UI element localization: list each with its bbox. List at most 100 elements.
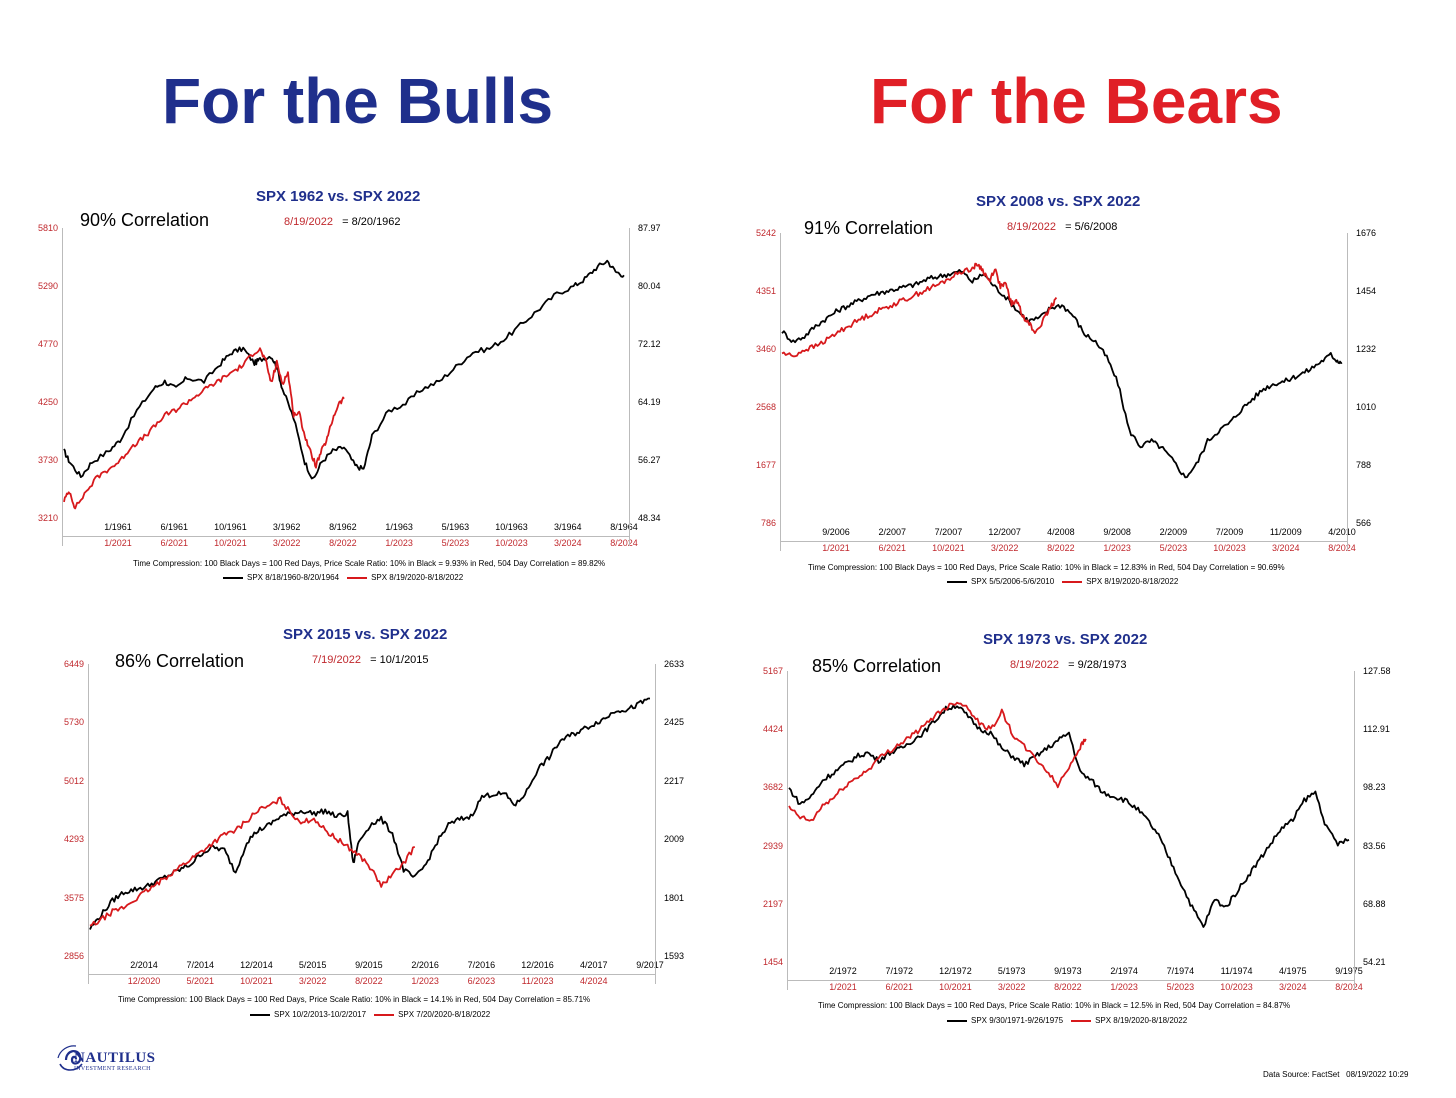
x-axis-tick-black: 7/2016 bbox=[467, 960, 496, 970]
correlation-label: 85% Correlation bbox=[812, 656, 942, 676]
x-axis-tick-black: 7/2007 bbox=[934, 527, 963, 537]
x-axis-tick-black: 12/1972 bbox=[939, 966, 972, 976]
date-match-black: = 9/28/1973 bbox=[1065, 659, 1127, 671]
x-axis-tick-red: 6/2023 bbox=[467, 976, 496, 986]
correlation-label: 91% Correlation bbox=[804, 218, 934, 238]
date-match-red: 8/19/2022 bbox=[1010, 659, 1059, 671]
x-axis-tick-black: 2/2014 bbox=[130, 960, 158, 970]
legend-label: SPX 8/19/2020-8/18/2022 bbox=[1095, 1016, 1188, 1025]
legend-label: SPX 8/19/2020-8/18/2022 bbox=[1086, 577, 1179, 586]
left-axis-tick: 5290 bbox=[37, 281, 58, 291]
left-axis-tick: 6449 bbox=[63, 659, 84, 669]
chart-title: SPX 2015 vs. SPX 2022 bbox=[283, 626, 448, 643]
legend-label: SPX 10/2/2013-10/2/2017 bbox=[274, 1010, 367, 1019]
left-axis-tick: 1677 bbox=[755, 460, 776, 470]
x-axis-tick-red: 5/2021 bbox=[186, 976, 214, 986]
x-axis-tick-black: 6/1961 bbox=[160, 522, 188, 532]
left-axis-tick: 5012 bbox=[63, 775, 84, 786]
date-match-black: = 8/20/1962 bbox=[339, 216, 401, 228]
legend-swatch bbox=[947, 580, 967, 583]
right-axis-tick: 2425 bbox=[664, 717, 685, 728]
right-axis-tick: 98.23 bbox=[1363, 782, 1386, 793]
x-axis-tick-red: 11/2023 bbox=[521, 976, 554, 986]
left-axis-tick: 5167 bbox=[762, 666, 783, 676]
x-axis-tick-red: 3/2022 bbox=[272, 538, 301, 548]
x-axis-tick-red: 12/2020 bbox=[127, 976, 161, 986]
left-axis-tick: 1454 bbox=[762, 957, 783, 967]
bulls-heading: For the Bulls bbox=[162, 65, 554, 137]
x-axis-tick-red: 3/2022 bbox=[990, 543, 1019, 553]
date-match-red: 7/19/2022 bbox=[312, 654, 361, 666]
left-axis-tick: 5242 bbox=[755, 228, 776, 238]
legend-label: SPX 7/20/2020-8/18/2022 bbox=[398, 1010, 491, 1019]
date-match-black: = 5/6/2008 bbox=[1062, 221, 1118, 233]
right-axis-tick: 112.91 bbox=[1363, 724, 1390, 735]
x-axis-tick-black: 4/2008 bbox=[1047, 527, 1075, 537]
right-axis-tick: 54.21 bbox=[1363, 957, 1386, 967]
legend-swatch bbox=[250, 1013, 270, 1016]
right-axis-tick: 1232 bbox=[1356, 344, 1377, 354]
x-axis-tick-red: 3/2024 bbox=[1272, 543, 1300, 553]
x-axis-tick-red: 10/2021 bbox=[214, 538, 247, 548]
left-axis-tick: 5730 bbox=[63, 717, 84, 728]
date-match: 8/19/2022 = 8/20/1962 bbox=[284, 216, 401, 228]
x-axis-tick-red: 8/2022 bbox=[1047, 543, 1075, 553]
chart-legend: SPX 9/30/1971-9/26/1975 SPX 8/19/2020-8/1… bbox=[939, 1016, 1187, 1025]
source-datetime: 08/19/2022 10:29 bbox=[1346, 1070, 1409, 1079]
x-axis-tick-black: 10/1963 bbox=[495, 522, 528, 532]
right-axis-tick: 56.27 bbox=[638, 455, 661, 465]
date-match-red: 8/19/2022 bbox=[1007, 221, 1056, 233]
series-line-red bbox=[781, 262, 1058, 358]
right-axis-tick: 64.19 bbox=[638, 397, 661, 407]
chart-title: SPX 1973 vs. SPX 2022 bbox=[983, 631, 1148, 648]
right-axis-tick: 2009 bbox=[664, 834, 685, 845]
x-axis-tick-black: 1/1961 bbox=[104, 522, 132, 532]
left-axis-tick: 3460 bbox=[755, 344, 776, 354]
x-axis-tick-red: 1/2023 bbox=[411, 976, 439, 986]
x-axis-tick-red: 3/2024 bbox=[554, 538, 582, 548]
logo-text: NAUTILUS bbox=[74, 1050, 156, 1066]
x-axis-tick-black: 7/2014 bbox=[186, 960, 214, 970]
left-axis-tick: 4770 bbox=[37, 339, 58, 349]
left-axis-tick: 3682 bbox=[762, 782, 783, 793]
x-axis-tick-black: 9/2017 bbox=[636, 960, 664, 970]
chart-title: SPX 2008 vs. SPX 2022 bbox=[976, 193, 1141, 210]
right-axis-tick: 1593 bbox=[664, 951, 685, 961]
x-axis-tick-black: 10/1961 bbox=[214, 522, 247, 532]
series-line-black bbox=[781, 269, 1343, 479]
plot-frame bbox=[780, 233, 1348, 551]
x-axis-tick-red: 3/2024 bbox=[1279, 982, 1307, 992]
left-axis-tick: 4424 bbox=[762, 724, 783, 735]
series-line-red bbox=[89, 796, 416, 927]
left-axis-tick: 4351 bbox=[755, 286, 776, 296]
x-axis-tick-black: 2/2016 bbox=[411, 960, 439, 970]
x-axis-tick-red: 10/2021 bbox=[240, 976, 273, 986]
source-label: Data Source: FactSet bbox=[1263, 1070, 1340, 1079]
left-axis-tick: 3575 bbox=[63, 892, 84, 903]
date-match-black: = 10/1/2015 bbox=[367, 654, 429, 666]
x-axis-tick-red: 10/2021 bbox=[939, 982, 972, 992]
right-axis-tick: 48.34 bbox=[638, 513, 661, 523]
chart-legend: SPX 5/5/2006-5/6/2010 SPX 8/19/2020-8/18/… bbox=[939, 577, 1178, 586]
plot-frame bbox=[62, 228, 630, 546]
legend-swatch bbox=[347, 576, 368, 579]
plot-frame bbox=[88, 664, 656, 984]
left-axis-tick: 2856 bbox=[63, 951, 84, 961]
x-axis-tick-red: 1/2023 bbox=[1110, 982, 1138, 992]
right-axis-tick: 566 bbox=[1356, 518, 1372, 528]
left-axis-tick: 786 bbox=[760, 518, 776, 528]
x-axis-tick-red: 1/2021 bbox=[829, 982, 857, 992]
date-match: 7/19/2022 = 10/1/2015 bbox=[312, 654, 429, 666]
chart-legend: SPX 10/2/2013-10/2/2017 SPX 7/20/2020-8/1… bbox=[242, 1010, 490, 1019]
legend-swatch bbox=[1062, 580, 1083, 583]
x-axis-tick-red: 6/2021 bbox=[160, 538, 188, 548]
x-axis-tick-black: 4/2010 bbox=[1328, 527, 1356, 537]
x-axis-tick-red: 6/2021 bbox=[878, 543, 906, 553]
x-axis-tick-red: 8/2024 bbox=[1328, 543, 1356, 553]
x-axis-tick-red: 1/2021 bbox=[104, 538, 132, 548]
logo-subtext: INVESTMENT RESEARCH bbox=[74, 1066, 151, 1072]
left-axis-tick: 3210 bbox=[37, 513, 58, 523]
x-axis-tick-black: 5/2015 bbox=[298, 960, 327, 970]
series-line-red bbox=[63, 347, 345, 510]
x-axis-tick-black: 9/2006 bbox=[822, 527, 850, 537]
